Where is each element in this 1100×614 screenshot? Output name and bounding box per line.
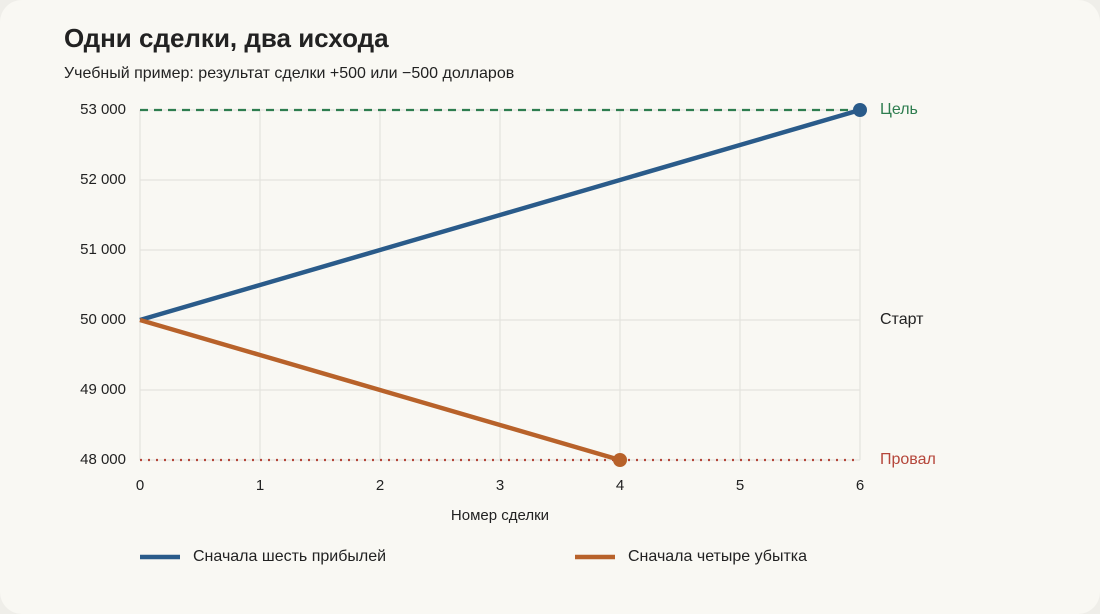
reference-label: Старт <box>880 311 924 328</box>
x-tick-label: 4 <box>616 477 624 494</box>
x-tick-label: 5 <box>736 477 744 494</box>
y-tick-label: 48 000 <box>80 451 126 468</box>
x-axis-label: Номер сделки <box>451 507 549 524</box>
x-tick-label: 2 <box>376 477 384 494</box>
y-tick-label: 49 000 <box>80 381 126 398</box>
x-tick-label: 3 <box>496 477 504 494</box>
end-point <box>613 453 627 467</box>
x-tick-label: 6 <box>856 477 864 494</box>
legend-label: Сначала четыре убытка <box>628 548 807 565</box>
legend-label: Сначала шесть прибылей <box>193 548 386 565</box>
y-tick-label: 53 000 <box>80 101 126 118</box>
reference-label: Цель <box>880 101 918 118</box>
series-line <box>139 107 861 323</box>
chart-title: Одни сделки, два исхода <box>64 23 389 53</box>
reference-label: Провал <box>880 451 936 468</box>
end-point <box>853 103 867 117</box>
x-tick-label: 0 <box>136 477 144 494</box>
series-line <box>139 317 621 463</box>
y-tick-label: 52 000 <box>80 171 126 188</box>
y-tick-label: 51 000 <box>80 241 126 258</box>
y-tick-label: 50 000 <box>80 311 126 328</box>
chart-subtitle: Учебный пример: результат сделки +500 ил… <box>64 65 514 82</box>
x-tick-label: 1 <box>256 477 264 494</box>
